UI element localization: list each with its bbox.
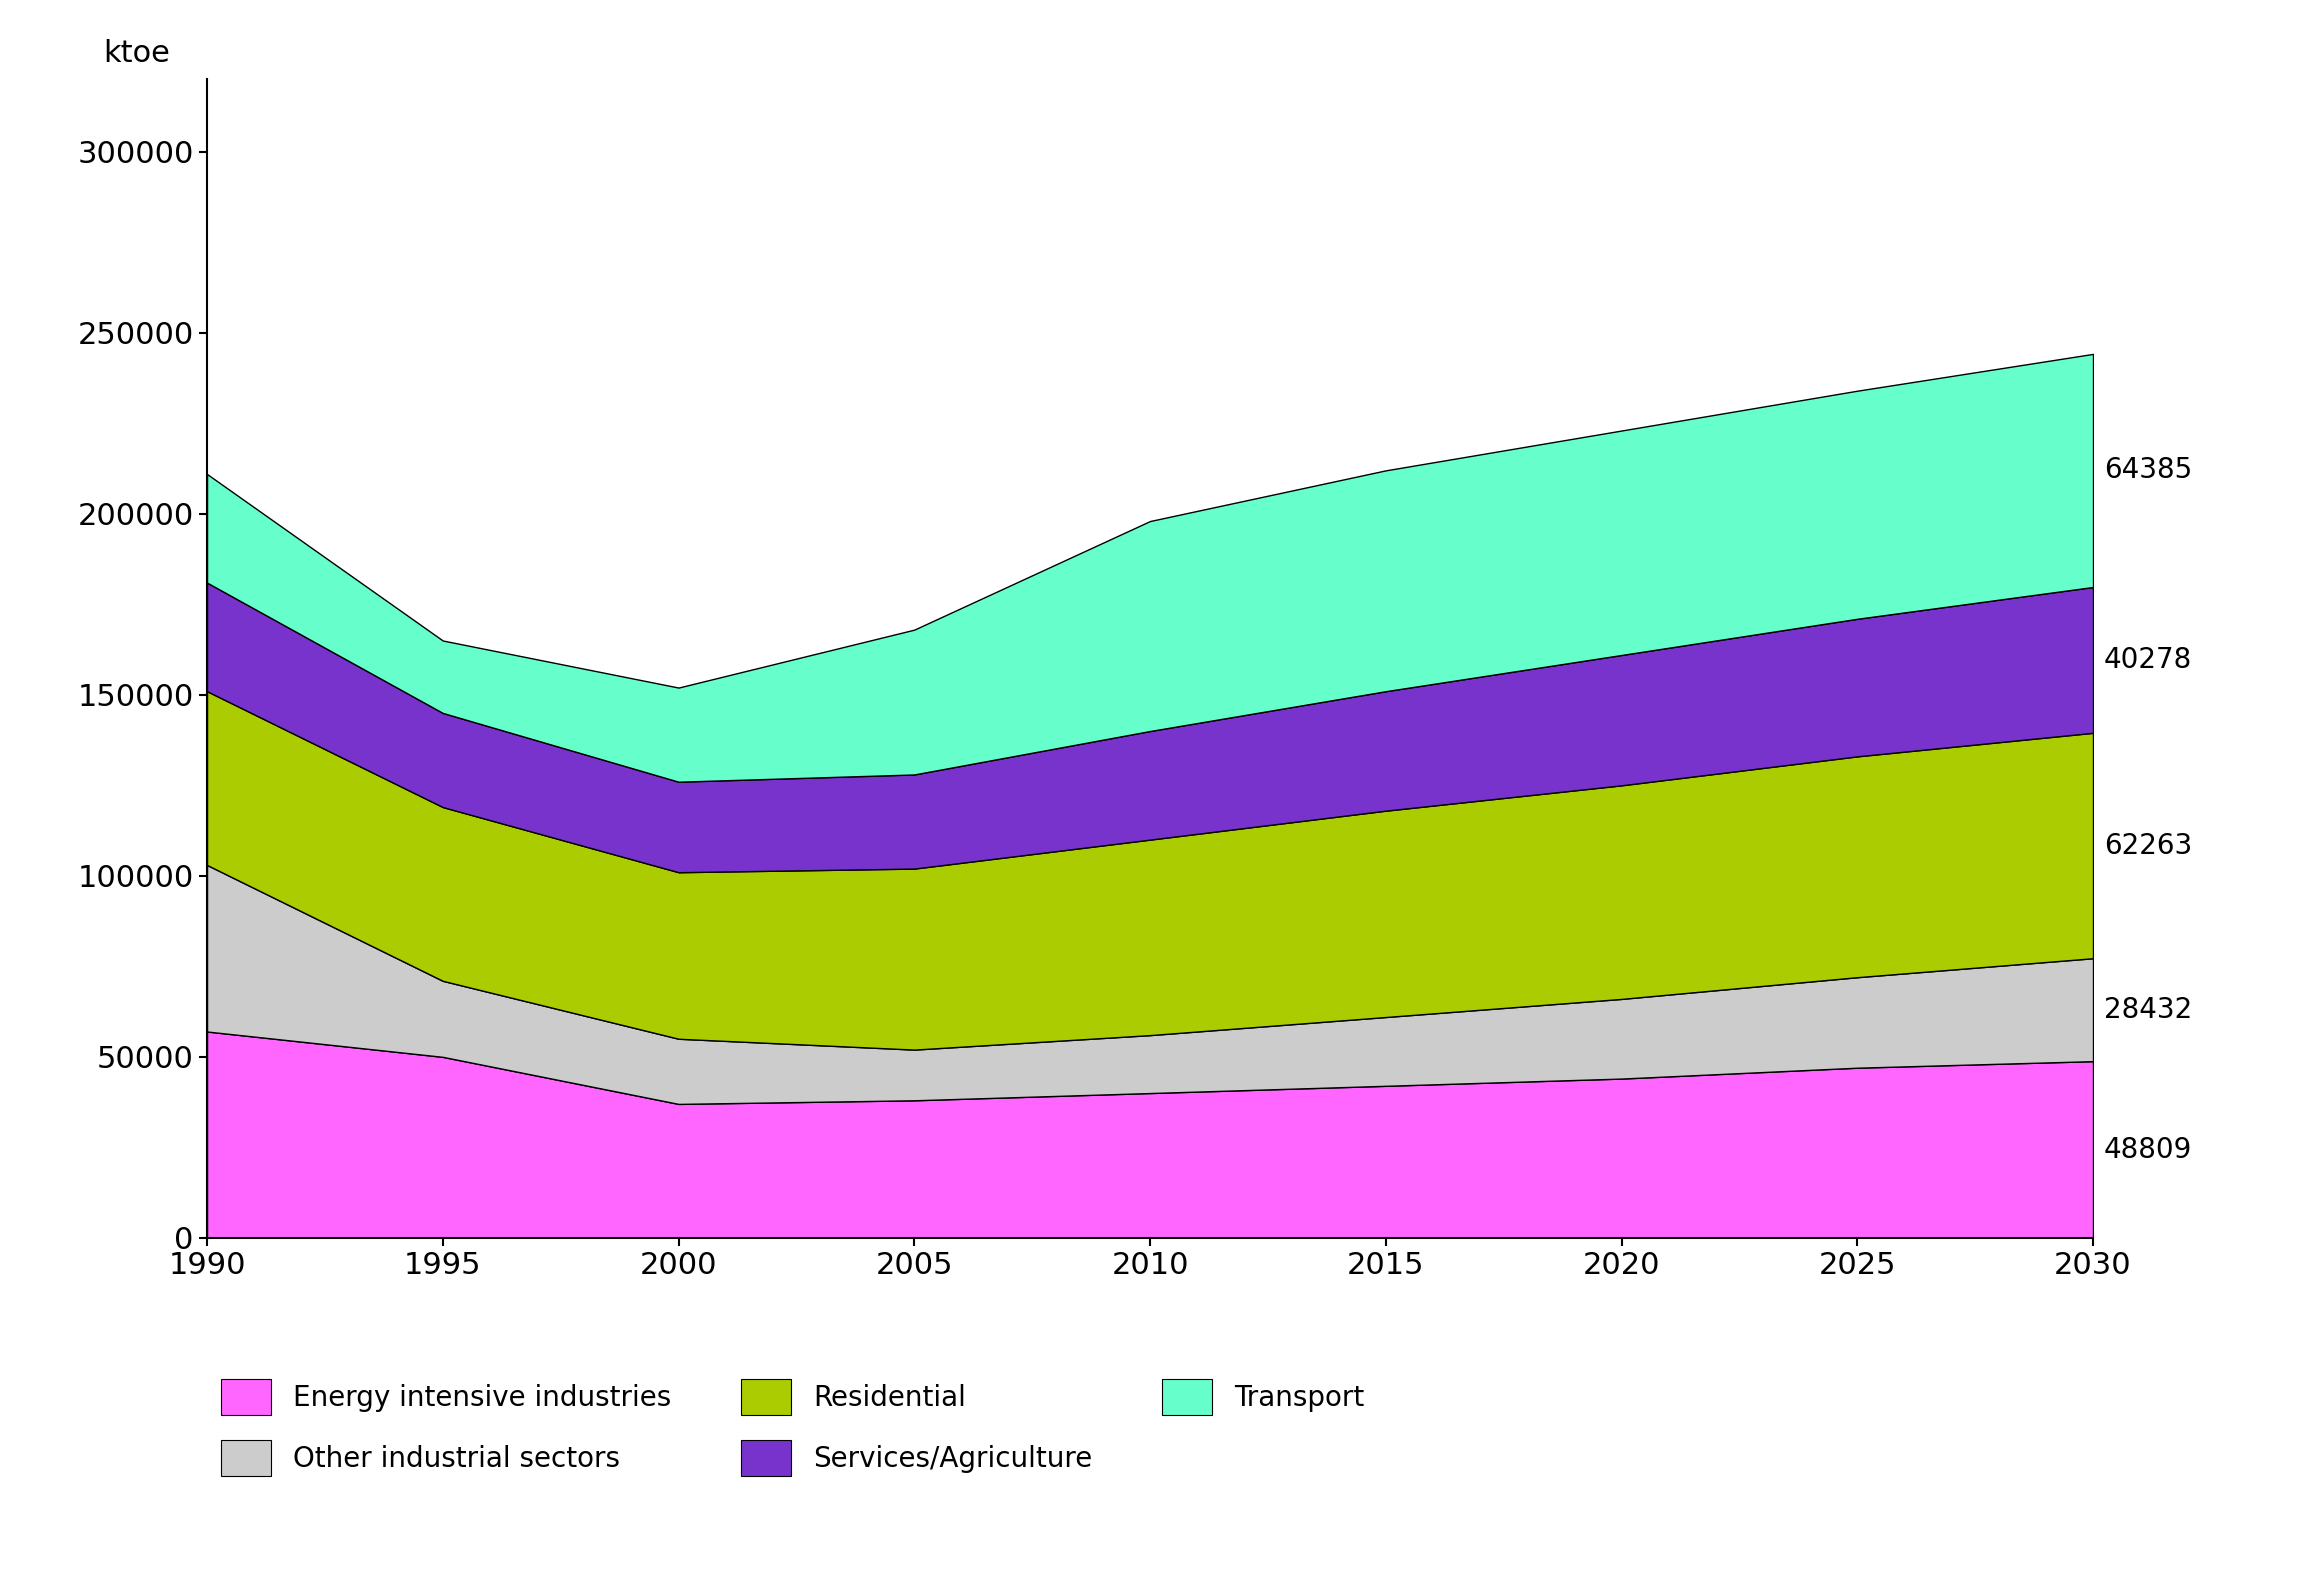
Text: 64385: 64385 <box>2104 457 2192 484</box>
Text: 40278: 40278 <box>2104 646 2192 674</box>
Legend: Energy intensive industries, Other industrial sectors, Residential, Services/Agr: Energy intensive industries, Other indus… <box>221 1379 1364 1476</box>
Text: 28432: 28432 <box>2104 995 2192 1024</box>
Text: ktoe: ktoe <box>104 38 170 68</box>
Text: 48809: 48809 <box>2104 1136 2192 1163</box>
Text: 62263: 62263 <box>2104 832 2192 860</box>
